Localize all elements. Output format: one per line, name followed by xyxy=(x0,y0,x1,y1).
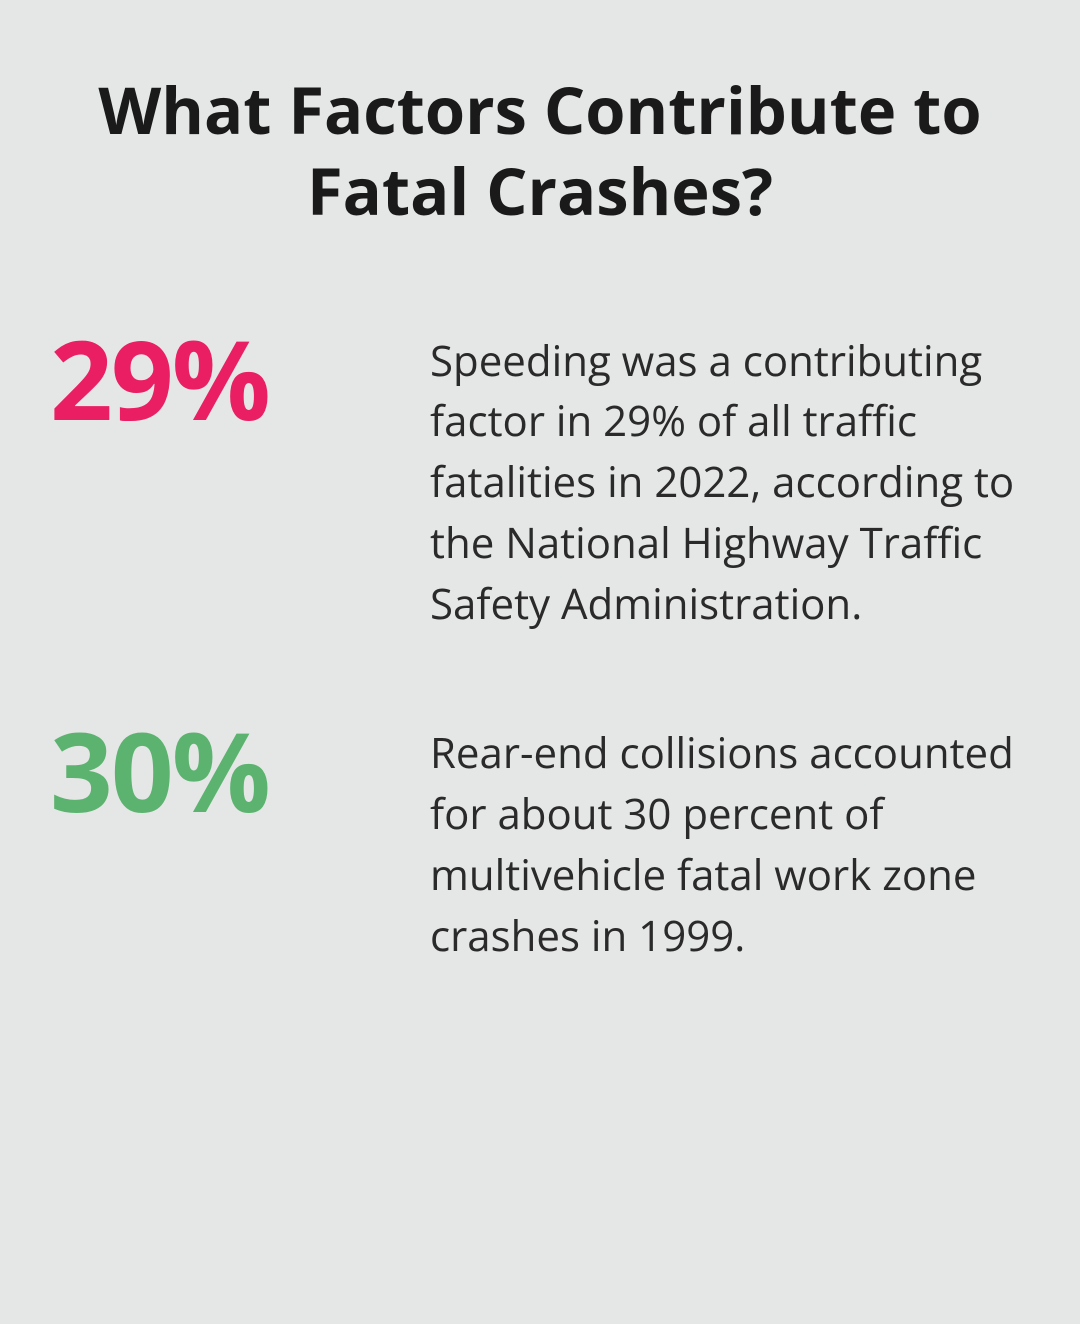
stat-description-2: Rear-end collisions accounted for about … xyxy=(430,715,1030,967)
stat-value-1: 29% xyxy=(50,323,390,433)
stat-value-2: 30% xyxy=(50,715,390,825)
stat-description-1: Speeding was a contributing factor in 29… xyxy=(430,323,1030,635)
stat-row-1: 29% Speeding was a contributing factor i… xyxy=(50,323,1030,635)
page-title: What Factors Contribute to Fatal Crashes… xyxy=(50,70,1030,233)
stat-row-2: 30% Rear-end collisions accounted for ab… xyxy=(50,715,1030,967)
